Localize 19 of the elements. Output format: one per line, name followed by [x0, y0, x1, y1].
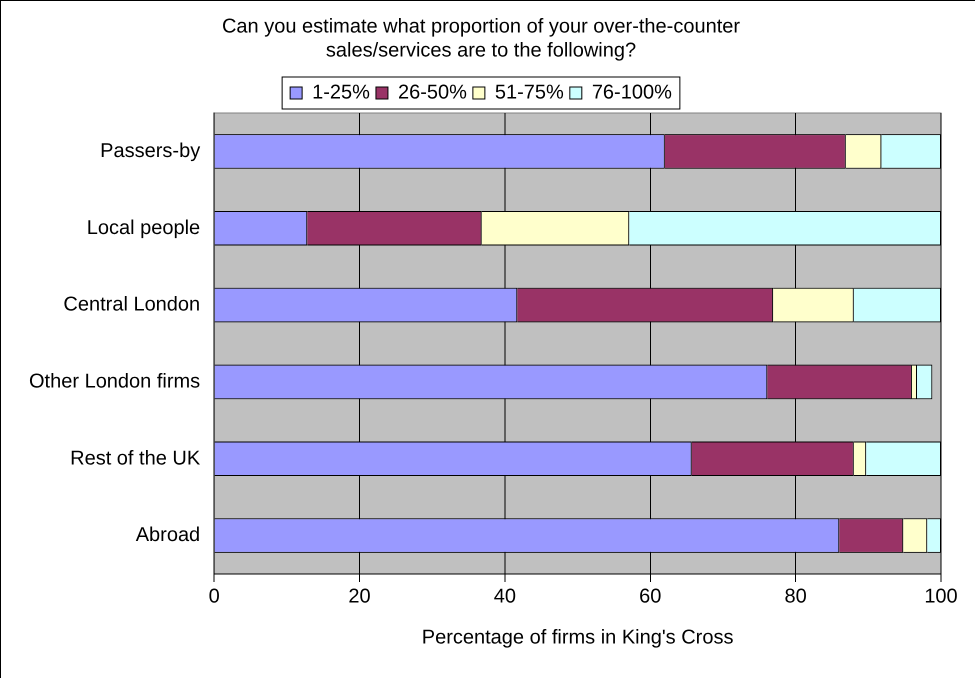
text: Can you estimate what proportion of your over-the-counter	[222, 16, 740, 38]
y-tick-label: Central London	[63, 294, 200, 316]
x-tick-label: 100	[924, 586, 958, 608]
y-tick-label: Other London firms	[28, 370, 200, 392]
legend-label: 26-50%	[398, 82, 468, 104]
x-tick-label: 40	[494, 586, 516, 608]
y-tick-label: Abroad	[136, 524, 200, 546]
legend-label: 51-75%	[494, 82, 564, 104]
x-tick-label: 60	[639, 586, 662, 608]
text: sales/services are to the following?	[326, 40, 636, 62]
legend-label: 1-25%	[312, 82, 370, 104]
legend-label: 76-100%	[592, 82, 672, 104]
x-tick-label: 0	[208, 586, 220, 608]
x-axis-title: Percentage of firms in King's Cross	[422, 626, 734, 649]
y-tick-label: Rest of the UK	[70, 447, 201, 470]
x-tick-label: 20	[348, 586, 371, 608]
x-tick-label: 80	[784, 586, 807, 608]
y-tick-label: Passers-by	[100, 140, 200, 162]
y-tick-label: Local people	[86, 216, 200, 239]
